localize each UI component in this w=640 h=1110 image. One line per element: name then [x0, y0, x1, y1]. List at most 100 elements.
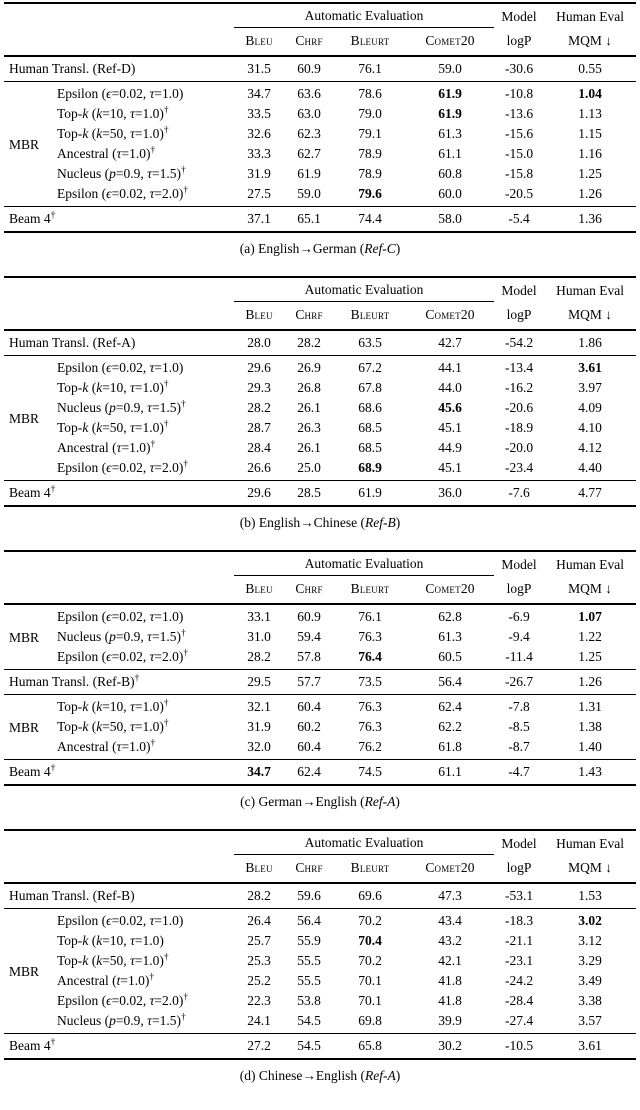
value-cell: 76.1: [358, 61, 382, 76]
value-cell: 76.2: [358, 739, 382, 754]
mqm-header: MQM ↓: [568, 580, 612, 596]
human-eval-header: Human Eval: [556, 556, 624, 572]
human-eval-header: Human Eval: [556, 835, 624, 851]
value-cell: -24.2: [504, 973, 534, 988]
value-cell: 69.8: [358, 1013, 382, 1028]
value-cell: 60.9: [297, 61, 321, 76]
method-label: Epsilon (ϵ=0.02, τ=2.0)†: [57, 648, 189, 664]
value-cell: 34.7: [247, 86, 271, 101]
value-cell: 60.0: [438, 186, 462, 201]
table-row: Nucleus (p=0.9, τ=1.5)† 31.9 61.9 78.9 60.8 -…: [4, 164, 636, 184]
dagger-mark: †: [50, 484, 56, 495]
automatic-evaluation-header: Automatic Evaluation: [234, 551, 495, 576]
value-cell: 28.4: [247, 440, 271, 455]
subtable-d: Automatic Evaluation Model Human Eval Bleu C…: [4, 829, 637, 1103]
subtable-a: Automatic Evaluation Model Human Eval Bleu C…: [4, 2, 637, 276]
method-label: Epsilon (ϵ=0.02, τ=1.0): [57, 86, 184, 101]
dagger-mark: †: [180, 1012, 186, 1023]
value-cell: 68.5: [358, 440, 382, 455]
table-section: Human Transl. (Ref-B) 28.2 59.6 69.6 47.3 -53…: [4, 883, 637, 909]
value-cell: 0.55: [578, 61, 602, 76]
table-row: Human Transl. (Ref-B) 28.2 59.6 69.6 47.3 -53…: [4, 883, 636, 909]
table-row: Top-k (k=10, τ=1.0)† 29.3 26.8 67.8 44.0 -16.…: [4, 378, 636, 398]
value-cell: 55.5: [297, 953, 321, 968]
value-cell: 1.25: [578, 166, 602, 181]
value-cell: 26.4: [247, 913, 271, 928]
value-cell: 76.3: [358, 719, 382, 734]
dagger-mark: †: [163, 698, 169, 709]
table-caption-d: (d) Chinese→English (Ref-A): [239, 1068, 401, 1083]
value-cell: 79.0: [358, 106, 382, 121]
value-cell: 79.6: [358, 186, 382, 201]
value-cell: 76.3: [358, 629, 382, 644]
automatic-evaluation-header: Automatic Evaluation: [234, 3, 495, 28]
metric-header-bleu: Bleu: [245, 860, 273, 875]
value-cell: 29.6: [247, 360, 271, 375]
value-cell: 29.6: [247, 485, 271, 500]
value-cell: -8.5: [508, 719, 530, 734]
table-row: Human Transl. (Ref-B)† 29.5 57.7 73.5 56.4 -2…: [4, 670, 636, 695]
value-cell: -27.4: [504, 1013, 534, 1028]
row-label: Human Transl. (Ref-B): [9, 888, 135, 903]
value-cell: 70.2: [358, 913, 382, 928]
automatic-evaluation-header: Automatic Evaluation: [234, 830, 495, 855]
value-cell: 61.8: [438, 739, 462, 754]
value-cell: 28.2: [247, 888, 271, 903]
value-cell: 1.07: [578, 609, 602, 624]
model-header: Model: [501, 835, 537, 851]
table-row: Epsilon (ϵ=0.02, τ=2.0)† 27.5 59.0 79.6 60.0…: [4, 184, 636, 207]
mbr-group-label: MBR: [9, 720, 40, 735]
value-cell: 68.6: [358, 400, 382, 415]
value-cell: 68.9: [358, 460, 382, 475]
value-cell: 56.4: [297, 913, 321, 928]
value-cell: -23.1: [504, 953, 534, 968]
value-cell: 62.4: [438, 699, 462, 714]
table-section: Beam 4† 29.6 28.5 61.9 36.0 -7.6 4.77: [4, 480, 637, 507]
value-cell: 60.4: [297, 699, 321, 714]
table-row: Epsilon (ϵ=0.02, τ=2.0)† 26.6 25.0 68.9 45.1…: [4, 458, 636, 481]
value-cell: 3.57: [578, 1013, 602, 1028]
value-cell: 1.26: [578, 674, 602, 689]
dagger-mark: †: [183, 185, 189, 196]
row-label: Beam 4†: [9, 484, 56, 500]
logp-header: logP: [506, 32, 532, 48]
value-cell: 31.5: [247, 61, 271, 76]
value-cell: 26.6: [247, 460, 271, 475]
value-cell: 61.3: [438, 629, 462, 644]
value-cell: 28.2: [247, 649, 271, 664]
value-cell: 1.16: [578, 146, 602, 161]
value-cell: 1.04: [578, 86, 602, 101]
method-label: Epsilon (ϵ=0.02, τ=1.0): [57, 360, 184, 375]
subtable-b: Automatic Evaluation Model Human Eval Bleu C…: [4, 276, 637, 550]
value-cell: 37.1: [247, 211, 271, 226]
table-section: MBR Epsilon (ϵ=0.02, τ=1.0) 33.1 60.9 76.1 62…: [4, 604, 637, 670]
value-cell: 61.9: [438, 86, 462, 101]
table-section: Beam 4† 34.7 62.4 74.5 61.1 -4.7 1.43: [4, 759, 637, 786]
table-section: MBR Epsilon (ϵ=0.02, τ=1.0) 29.6 26.9 67.2 44…: [4, 355, 637, 481]
model-header: Model: [501, 8, 537, 24]
value-cell: 70.1: [358, 973, 382, 988]
human-eval-header: Human Eval: [556, 282, 624, 298]
value-cell: 61.1: [438, 146, 462, 161]
value-cell: 79.1: [358, 126, 382, 141]
value-cell: 58.0: [438, 211, 462, 226]
value-cell: 4.10: [578, 420, 602, 435]
table-row: MBR Top-k (k=10, τ=1.0)† 32.1 60.4 76.3 62.4 -…: [4, 695, 636, 735]
table-row: Beam 4† 34.7 62.4 74.5 61.1 -4.7 1.43: [4, 760, 636, 786]
value-cell: 41.8: [438, 973, 462, 988]
dagger-mark: †: [183, 648, 189, 659]
results-table-d: Automatic Evaluation Model Human Eval Bleu C…: [4, 829, 637, 1060]
value-cell: -16.2: [504, 380, 534, 395]
value-cell: -5.4: [508, 211, 530, 226]
value-cell: 76.1: [358, 609, 382, 624]
value-cell: 36.0: [438, 485, 462, 500]
method-label: Nucleus (p=0.9, τ=1.5)†: [57, 628, 186, 644]
value-cell: 28.5: [297, 485, 321, 500]
value-cell: 29.5: [247, 674, 271, 689]
metric-header-bleurt: Bleurt: [350, 307, 390, 322]
value-cell: 69.6: [358, 888, 382, 903]
value-cell: 60.2: [297, 719, 321, 734]
value-cell: 78.6: [358, 86, 382, 101]
method-label: Epsilon (ϵ=0.02, τ=2.0)†: [57, 992, 189, 1008]
